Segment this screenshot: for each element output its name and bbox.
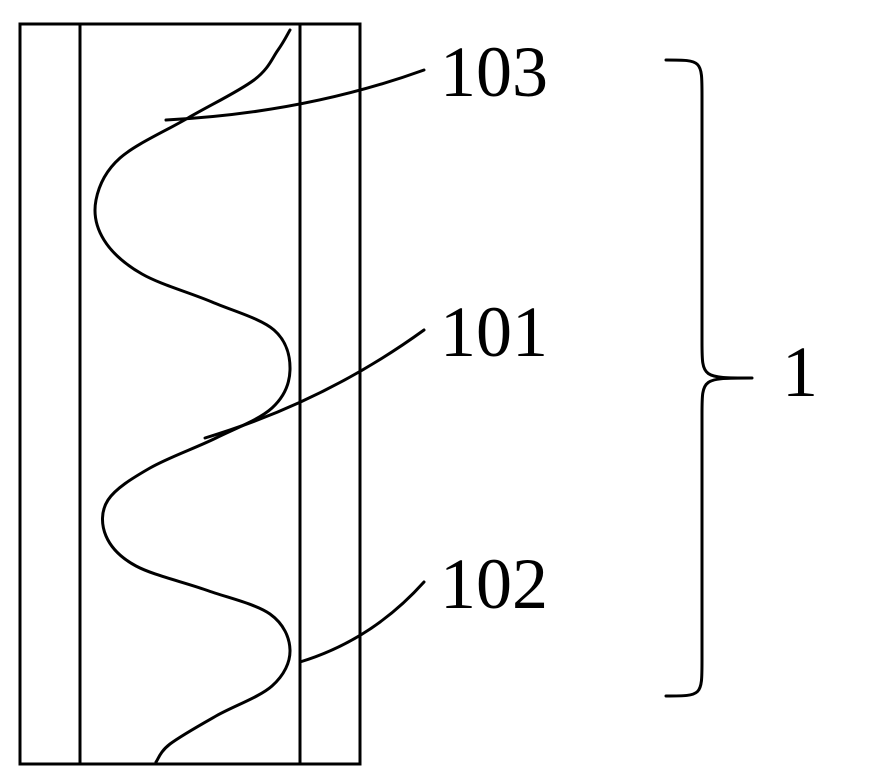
group-brace xyxy=(666,60,752,696)
callout-label-101: 101 xyxy=(440,292,548,372)
callout-leader-101 xyxy=(205,330,424,438)
callout-leader-102 xyxy=(300,582,424,662)
wave-curve xyxy=(95,30,290,762)
group-label: 1 xyxy=(782,332,818,412)
callout-leader-103 xyxy=(166,70,424,120)
technical-figure: 103 101 102 1 xyxy=(0,0,892,783)
callout-label-102: 102 xyxy=(440,544,548,624)
outer-rect xyxy=(20,24,360,764)
callout-label-103: 103 xyxy=(440,32,548,112)
